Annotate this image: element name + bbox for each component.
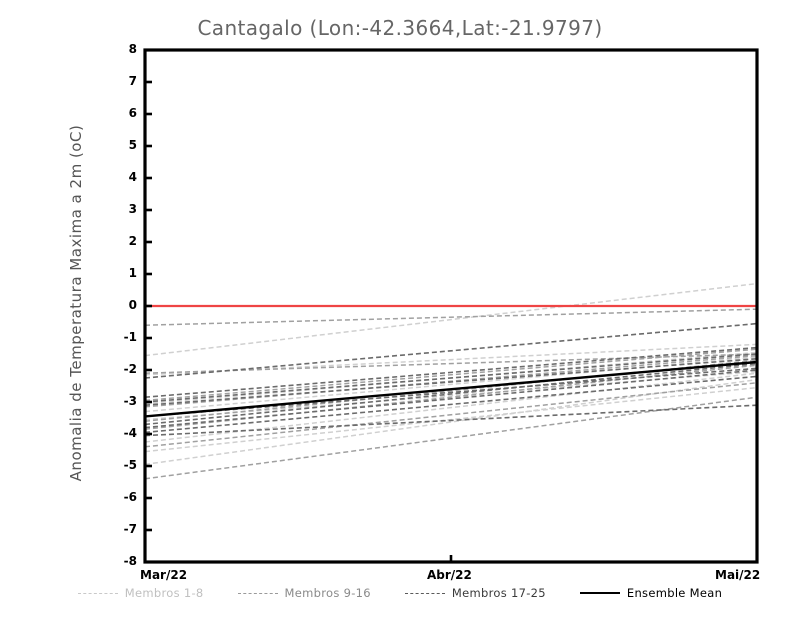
y-tick-label: 6 — [128, 106, 137, 120]
member-line — [145, 358, 757, 406]
legend-item[interactable]: Membros 9-16 — [237, 586, 371, 600]
member-line — [145, 375, 757, 434]
member-line — [145, 348, 757, 402]
member-line — [145, 404, 757, 437]
y-tick-label: 3 — [128, 202, 137, 216]
member-line — [145, 322, 757, 379]
y-tick-label: -8 — [123, 554, 137, 568]
y-axis-ticks — [145, 48, 152, 564]
y-tick-label: 0 — [128, 298, 137, 312]
legend-item[interactable]: Membros 17-25 — [404, 586, 546, 600]
legend-label: Ensemble Mean — [626, 586, 723, 600]
legend-swatch — [237, 592, 278, 594]
data-series-group — [145, 282, 757, 480]
y-tick-label: 7 — [128, 74, 137, 88]
member-line — [145, 308, 757, 326]
ensemble-mean-line — [145, 360, 757, 418]
legend-swatch — [579, 592, 620, 594]
y-tick-label: -2 — [123, 362, 137, 376]
y-tick-label: 8 — [128, 42, 137, 56]
member-line — [145, 370, 757, 421]
member-line — [145, 353, 757, 403]
x-tick-label: Abr/22 — [427, 568, 472, 582]
legend-label: Membros 17-25 — [451, 586, 546, 600]
member-line — [145, 396, 757, 480]
y-tick-label: -6 — [123, 490, 137, 504]
member-line — [145, 369, 757, 429]
member-line — [145, 343, 757, 376]
y-tick-label: 2 — [128, 234, 137, 248]
legend-label: Membros 1-8 — [124, 586, 204, 600]
legend-swatch — [77, 592, 118, 594]
y-tick-label: 5 — [128, 138, 137, 152]
y-tick-label: -5 — [123, 458, 137, 472]
member-line — [145, 372, 757, 443]
legend-label: Membros 9-16 — [284, 586, 371, 600]
member-line — [145, 353, 757, 374]
y-tick-label: -1 — [123, 330, 137, 344]
x-tick-label: Mai/22 — [715, 568, 761, 582]
y-tick-label: 4 — [128, 170, 137, 184]
legend-item[interactable]: Membros 1-8 — [77, 586, 204, 600]
x-tick-label: Mar/22 — [140, 568, 188, 582]
member-line — [145, 367, 757, 418]
y-tick-label: 1 — [128, 266, 137, 280]
x-axis-ticks — [143, 555, 759, 562]
chart-legend: Membros 1-8 Membros 9-16 Membros 17-25 Ense… — [0, 586, 800, 600]
member-line — [145, 282, 757, 357]
member-line — [145, 356, 757, 413]
member-line — [145, 362, 757, 426]
y-tick-label: -3 — [123, 394, 137, 408]
legend-item[interactable]: Ensemble Mean — [579, 586, 723, 600]
member-line — [145, 346, 757, 398]
y-tick-label: -7 — [123, 522, 137, 536]
member-line — [145, 382, 757, 448]
chart-title: Cantagalo (Lon:-42.3664,Lat:-21.9797) — [197, 16, 603, 40]
member-line — [145, 364, 757, 430]
legend-swatch — [404, 592, 445, 594]
y-tick-label: -4 — [123, 426, 137, 440]
